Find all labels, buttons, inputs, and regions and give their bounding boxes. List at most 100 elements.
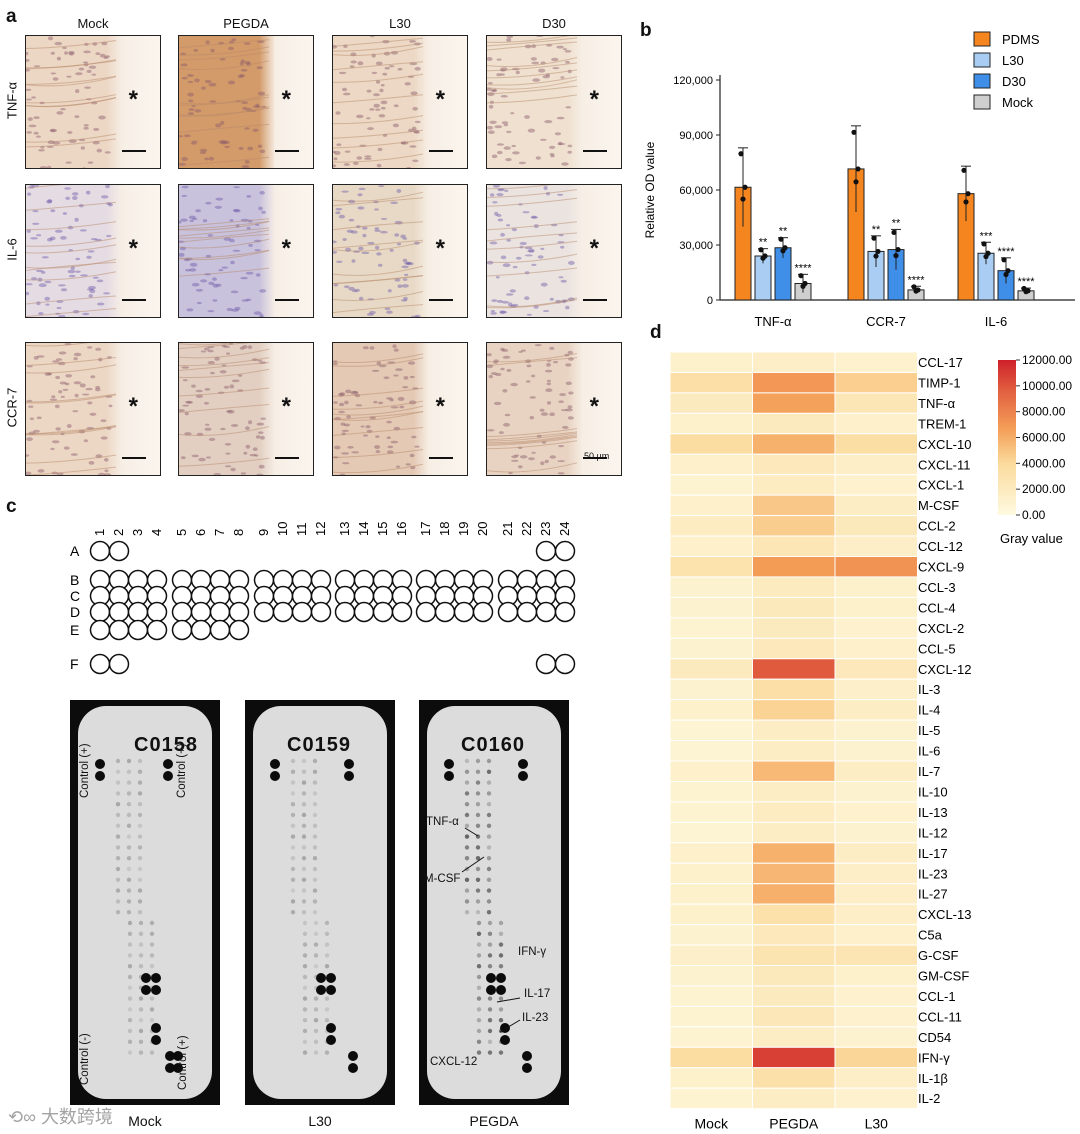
array-spot-signal (476, 1018, 482, 1023)
cell-nucleus (494, 211, 499, 216)
array-column-number: 10 (275, 522, 290, 536)
heatmap-cell (670, 371, 753, 394)
cell-nucleus (258, 206, 263, 211)
cell-nucleus (257, 144, 263, 148)
control-label: Control (+) (79, 743, 91, 798)
cell-nucleus (27, 117, 33, 121)
cell-nucleus (195, 389, 203, 393)
cell-nucleus (212, 299, 218, 302)
control-spot (344, 759, 354, 769)
cell-nucleus (362, 346, 369, 350)
array-spot-signal (127, 953, 133, 958)
cell-nucleus (95, 385, 101, 390)
heatmap-row-label: TNF-α (918, 396, 956, 411)
cell-nucleus (224, 145, 230, 149)
tissue-fiber (487, 94, 578, 104)
cell-nucleus (59, 381, 67, 385)
panel-b-letter: b (640, 20, 652, 41)
heatmap-cell (834, 944, 918, 966)
data-point (961, 167, 967, 173)
scale-bar (275, 457, 299, 459)
array-spot-signal (475, 834, 481, 839)
data-point (891, 229, 897, 236)
cell-nucleus (75, 72, 83, 76)
array-spot-signal (324, 996, 330, 1001)
cell-nucleus (247, 146, 254, 151)
cell-nucleus (39, 166, 48, 168)
array-spot-signal (301, 802, 307, 807)
cell-nucleus (88, 285, 96, 290)
cell-nucleus (84, 86, 91, 89)
heatmap-cell (834, 494, 918, 517)
cell-nucleus (515, 70, 520, 75)
array-spot-signal (138, 1028, 144, 1034)
heatmap-cell (670, 842, 753, 864)
cell-nucleus (506, 368, 512, 372)
membrane-caption: Mock (128, 1113, 162, 1129)
array-spot-signal (137, 769, 143, 774)
cell-nucleus (106, 234, 112, 238)
cell-nucleus (532, 78, 541, 82)
cell-nucleus (213, 285, 219, 288)
cell-nucleus (357, 193, 363, 197)
array-spot-signal (475, 888, 481, 893)
heatmap-cell (670, 1026, 753, 1048)
cell-nucleus (561, 162, 569, 166)
cell-nucleus (342, 238, 347, 241)
cell-nucleus (390, 440, 399, 444)
significance-label: **** (794, 262, 812, 274)
cell-nucleus (241, 165, 250, 168)
array-spot-signal (137, 780, 143, 785)
heatmap-column-label: Mock (695, 1116, 729, 1132)
cell-nucleus (240, 59, 245, 63)
tissue-texture (26, 36, 117, 168)
array-spot-signal (312, 823, 318, 828)
cell-nucleus (386, 420, 392, 424)
micrograph-0-3: * (486, 35, 622, 169)
heatmap-cell (752, 515, 836, 537)
array-spot (554, 540, 576, 562)
heatmap-cell (834, 1026, 918, 1048)
cell-nucleus (361, 251, 370, 255)
cell-nucleus (557, 460, 566, 463)
heatmap-cell (670, 617, 753, 639)
cell-nucleus (565, 106, 572, 109)
cell-nucleus (64, 382, 70, 386)
cell-nucleus (356, 114, 364, 119)
tissue-fiber (487, 197, 578, 207)
control-spot (326, 985, 336, 995)
cell-nucleus (104, 151, 111, 154)
cell-nucleus (83, 126, 89, 130)
cytokine-label: IL-23 (522, 1012, 549, 1024)
tissue-texture (179, 38, 270, 168)
heatmap-cell (752, 535, 836, 558)
data-point (1003, 271, 1009, 278)
cell-nucleus (505, 293, 514, 296)
colorbar-tick-label: 2000.00 (1022, 482, 1066, 496)
heatmap-cell (834, 883, 918, 905)
array-row-letter: F (70, 656, 79, 672)
heatmap-cell (752, 924, 836, 946)
heatmap-cell (834, 637, 918, 660)
cell-nucleus (188, 108, 195, 111)
array-spot-signal (302, 985, 308, 990)
cell-nucleus (567, 405, 573, 409)
array-spot-signal (301, 823, 307, 828)
array-spot-signal (301, 791, 307, 796)
colorbar (998, 360, 1016, 515)
cell-nucleus (181, 157, 188, 161)
array-spot-signal (313, 942, 319, 947)
array-spot-signal (324, 920, 330, 926)
array-spot-signal (312, 758, 318, 764)
heatmap-cell (670, 556, 753, 578)
array-spot-signal (498, 996, 504, 1001)
scale-bar (275, 299, 299, 301)
cell-nucleus (495, 372, 502, 377)
array-spot-signal (115, 888, 121, 893)
cell-nucleus (47, 199, 53, 203)
cell-nucleus (556, 116, 565, 120)
heatmap: CCL-17 TIMP-1 TNF-α TREM-1 CXCL-10 CXCL-11 CXC… (670, 351, 1072, 1132)
array-spot-signal (475, 758, 481, 764)
cell-nucleus (52, 360, 60, 363)
array-spot-signal (301, 856, 307, 861)
